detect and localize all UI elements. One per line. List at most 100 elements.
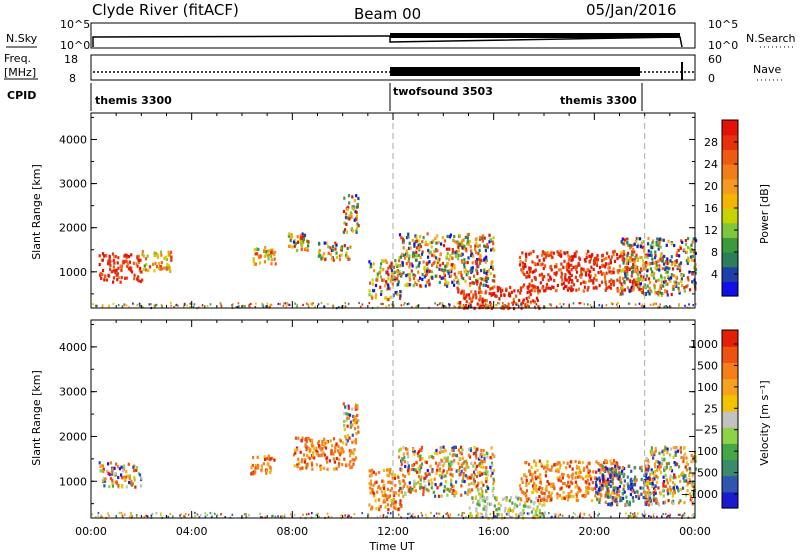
data-cell: [478, 257, 481, 261]
data-cell: [293, 513, 296, 517]
data-cell: [658, 288, 662, 292]
data-cell: [140, 270, 143, 274]
data-cell: [332, 248, 335, 252]
data-cell: [450, 270, 453, 274]
data-cell: [572, 516, 574, 519]
data-cell: [472, 295, 475, 299]
data-cell: [605, 304, 608, 307]
data-cell: [101, 306, 104, 309]
data-cell: [123, 475, 126, 479]
data-cell: [323, 453, 326, 457]
data-cell: [267, 253, 270, 257]
data-cell: [113, 261, 116, 265]
data-cell: [449, 254, 452, 258]
data-cell: [619, 251, 623, 255]
data-cell: [513, 506, 516, 510]
data-cell: [460, 484, 463, 488]
data-cell: [666, 274, 669, 278]
data-cell: [646, 491, 649, 495]
data-cell: [627, 484, 630, 489]
data-cell: [398, 272, 401, 276]
data-cell: [397, 493, 400, 497]
data-cell: [602, 480, 605, 484]
data-cell: [452, 453, 455, 457]
data-cell: [680, 279, 683, 283]
data-cell: [657, 247, 660, 251]
colorbar-swatch: [722, 178, 738, 194]
data-cell: [131, 483, 134, 487]
data-cell: [472, 281, 475, 285]
data-cell: [129, 266, 132, 270]
data-cell: [274, 250, 277, 254]
data-cell: [648, 253, 651, 257]
data-cell: [107, 259, 110, 264]
data-cell: [353, 415, 356, 419]
data-cell: [351, 458, 354, 462]
data-cell: [549, 277, 553, 281]
data-cell: [265, 305, 267, 308]
data-cell: [485, 303, 488, 306]
data-cell: [639, 277, 642, 281]
data-cell: [530, 288, 533, 292]
data-cell: [255, 302, 257, 305]
data-cell: [481, 239, 484, 243]
data-cell: [598, 498, 601, 502]
x-tick-label: 08:00: [276, 525, 308, 538]
data-cell: [306, 248, 309, 252]
data-cell: [402, 446, 405, 450]
data-cell: [654, 290, 657, 294]
data-cell: [141, 249, 144, 254]
data-cell: [625, 500, 629, 504]
data-cell: [480, 304, 482, 307]
data-cell: [338, 453, 342, 457]
data-cell: [660, 291, 663, 296]
data-cell: [374, 283, 378, 288]
data-cell: [571, 476, 574, 480]
data-cell: [655, 459, 658, 463]
data-cell: [458, 242, 461, 247]
data-cell: [530, 465, 533, 469]
data-cell: [492, 242, 495, 246]
data-cell: [344, 514, 346, 517]
data-cell: [404, 492, 407, 496]
data-cell: [472, 470, 476, 474]
data-cell: [474, 450, 477, 455]
data-cell: [475, 296, 478, 300]
data-cell: [673, 461, 676, 465]
data-cell: [379, 487, 382, 491]
data-cell: [458, 306, 460, 309]
data-cell: [633, 490, 636, 495]
data-cell: [671, 267, 675, 271]
data-cell: [425, 272, 428, 277]
data-cell: [666, 450, 669, 455]
data-cell: [386, 515, 388, 518]
data-cell: [539, 263, 542, 267]
data-cell: [631, 243, 634, 247]
data-cell: [415, 250, 418, 254]
data-cell: [543, 503, 546, 507]
data-cell: [638, 302, 641, 305]
data-cell: [268, 249, 271, 253]
data-cell: [315, 452, 318, 456]
data-cell: [637, 496, 640, 500]
data-cell: [484, 249, 487, 253]
data-cell: [379, 266, 382, 270]
data-cell: [574, 513, 577, 516]
data-cell: [170, 255, 173, 259]
data-cell: [512, 300, 515, 304]
data-cell: [637, 285, 641, 289]
data-cell: [532, 299, 535, 303]
data-cell: [476, 302, 479, 306]
data-cell: [485, 279, 488, 283]
data-cell: [130, 266, 133, 270]
data-cell: [547, 482, 550, 486]
data-cell: [541, 487, 544, 491]
data-cell: [343, 419, 346, 424]
data-cell: [429, 464, 432, 468]
data-cell: [533, 269, 536, 273]
data-cell: [445, 306, 447, 309]
data-cell: [672, 476, 675, 480]
data-cell: [146, 254, 149, 258]
